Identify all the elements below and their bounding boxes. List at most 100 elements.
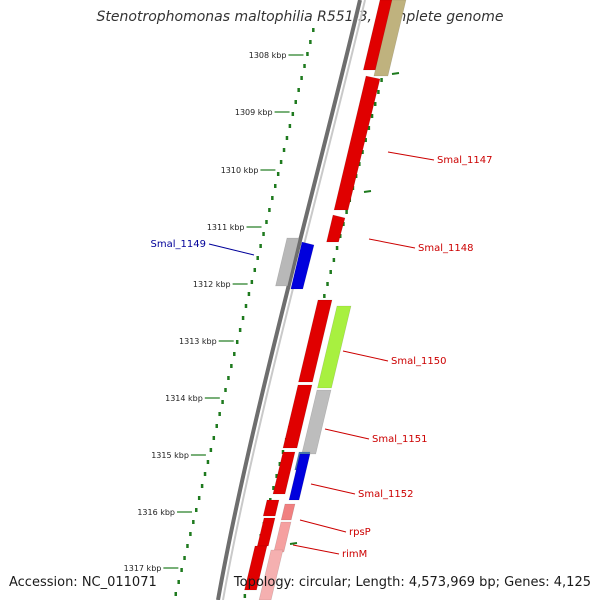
scale-label: 1311 kbp xyxy=(207,223,245,232)
leader-line xyxy=(299,519,347,533)
scale-dot xyxy=(361,150,364,154)
scale-dot xyxy=(364,138,367,142)
scale-dot xyxy=(303,64,306,68)
scale-dot xyxy=(227,376,230,380)
gene-pink xyxy=(258,549,284,600)
scale-dot xyxy=(271,196,274,200)
gene-label: Smal_1152 xyxy=(358,489,413,500)
scale-dot xyxy=(230,364,233,368)
scale-dot xyxy=(285,136,289,140)
scale-dot xyxy=(238,328,242,332)
gene-label: rpsP xyxy=(349,527,371,538)
gene-blue xyxy=(290,241,315,290)
leader-line xyxy=(387,151,435,161)
scale-label: 1309 kbp xyxy=(235,108,273,117)
scale-dot xyxy=(373,102,377,106)
scale-dot xyxy=(329,270,332,274)
scale-dot xyxy=(274,184,277,188)
leader-line xyxy=(292,544,340,555)
scale-dot xyxy=(194,508,198,512)
gene-red xyxy=(298,299,333,383)
gene-red xyxy=(244,545,268,591)
scale-dot xyxy=(278,462,282,466)
scale-dash xyxy=(391,72,400,75)
scale-dot xyxy=(291,112,295,116)
scale-dot xyxy=(358,162,361,166)
leader-line xyxy=(310,483,356,495)
backbone-track xyxy=(216,0,366,600)
scale-dot xyxy=(259,244,262,248)
scale-dot xyxy=(250,280,254,284)
scale-dot xyxy=(174,592,178,596)
gene-red xyxy=(326,214,346,243)
scale-dot xyxy=(218,412,221,416)
scale-dot xyxy=(241,316,245,320)
scale-dot xyxy=(224,388,227,392)
scale-dot xyxy=(306,52,309,56)
accession-text: Accession: NC_011071 xyxy=(9,575,157,590)
gene-label: Smal_1150 xyxy=(391,356,446,367)
scale-dot xyxy=(323,294,326,298)
scale-dot xyxy=(312,28,315,32)
scale-dot xyxy=(297,88,300,92)
scale-dot xyxy=(186,544,189,548)
scale-dot xyxy=(332,258,336,262)
gene-red xyxy=(333,75,381,211)
scale-dot xyxy=(279,160,283,164)
gene-pink xyxy=(273,521,292,553)
scale-dot xyxy=(377,90,380,94)
gene-blue xyxy=(288,453,311,501)
scale-dot xyxy=(288,124,292,128)
backbone-strand-dark xyxy=(216,0,362,600)
leader-line xyxy=(342,350,389,362)
gene-red xyxy=(256,517,276,547)
gene-track xyxy=(244,0,407,600)
leader-line xyxy=(368,238,416,249)
scale-label: 1310 kbp xyxy=(221,166,259,175)
scale-dot xyxy=(253,268,257,272)
scale-dot xyxy=(345,210,348,214)
scale-label: 1313 kbp xyxy=(179,337,217,346)
gene-red xyxy=(282,384,313,449)
scale-dash xyxy=(363,190,372,193)
scale-dot xyxy=(177,580,180,584)
scale-dot xyxy=(197,496,201,500)
scale-dot xyxy=(367,126,371,130)
scale-label: 1314 kbp xyxy=(165,394,203,403)
scale-dot-ring-inner xyxy=(174,28,315,596)
scale-dot xyxy=(212,436,216,440)
scale-dot xyxy=(209,448,213,452)
leader-line xyxy=(208,243,255,256)
scale-dot xyxy=(300,76,303,80)
scale-dot xyxy=(275,474,278,478)
gene-grey xyxy=(301,389,332,455)
scale-dot xyxy=(215,424,218,428)
scale-dot xyxy=(256,256,259,260)
scale-dot xyxy=(244,304,248,308)
gene-labels: Smal_1147 Smal_1148 Smal_1149 Smal_1150 Smal… xyxy=(151,155,493,560)
scale-dot xyxy=(247,292,251,296)
gene-label: Smal_1148 xyxy=(418,243,473,254)
scale-label: 1312 kbp xyxy=(193,280,231,289)
scale-dot xyxy=(380,78,383,82)
gene-olive xyxy=(373,0,407,77)
scale-dot xyxy=(203,472,207,476)
backbone-strand-light xyxy=(222,0,366,600)
scale-dot xyxy=(282,148,286,152)
gene-grey xyxy=(275,237,300,287)
scale-dot xyxy=(335,246,339,250)
gene-label: Smal_1149 xyxy=(151,239,206,250)
scale-dot xyxy=(206,460,210,464)
scale-dot xyxy=(338,234,342,238)
leader-line xyxy=(324,428,370,440)
scale-label: 1316 kbp xyxy=(137,508,175,517)
scale-dot xyxy=(233,352,236,356)
scale-dot xyxy=(309,40,312,44)
scale-dot xyxy=(200,484,204,488)
scale-ticks: 1308 kbp 1309 kbp 1310 kbp 1311 kbp 1312 kbp… xyxy=(124,51,304,573)
scale-dot xyxy=(243,594,247,598)
gene-label: Smal_1151 xyxy=(372,434,427,445)
gene-pink xyxy=(280,503,296,521)
scale-dot xyxy=(342,222,345,226)
